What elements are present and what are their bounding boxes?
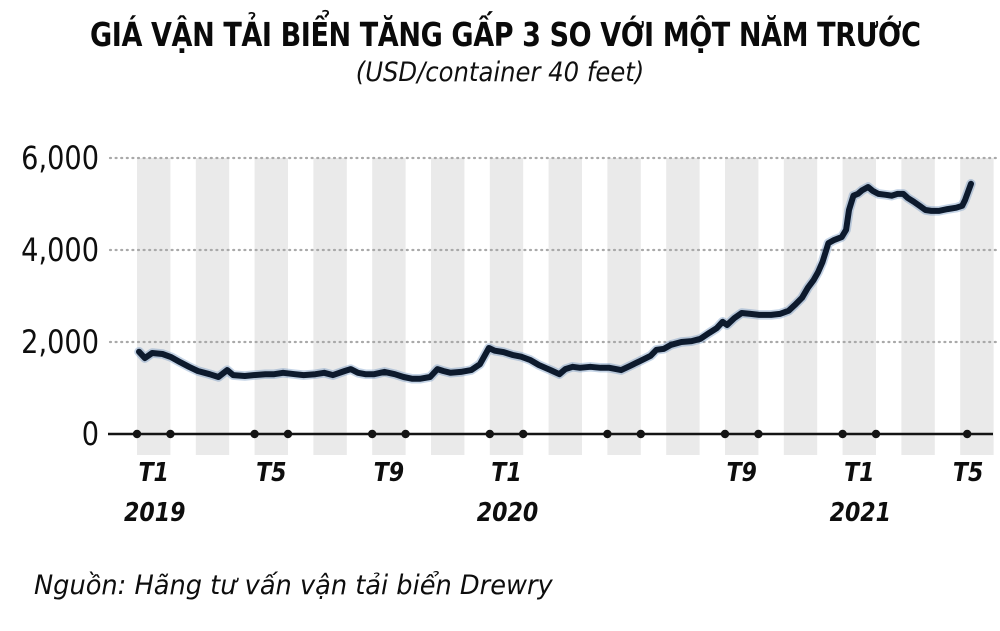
axis-tick-dot <box>283 429 293 439</box>
axis-tick-dot <box>636 429 645 439</box>
month-shading-band <box>607 158 641 455</box>
axis-tick-dot <box>519 429 528 439</box>
month-shading-band <box>372 158 406 455</box>
x-tick-label: T5 <box>256 457 286 487</box>
month-shading-band <box>254 158 288 455</box>
y-tick-label: 6,000 <box>21 140 99 178</box>
axis-tick-dot <box>368 429 377 439</box>
y-tick-label: 0 <box>82 416 99 454</box>
month-shading-band <box>960 158 994 455</box>
x-tick-label: T1 <box>138 457 168 487</box>
year-label: 2020 <box>477 497 538 527</box>
axis-tick-dot <box>754 429 763 439</box>
x-tick-label: T1 <box>491 457 521 487</box>
axis-tick-dot <box>132 429 142 439</box>
month-shading-band <box>431 158 465 455</box>
price-line <box>136 180 974 382</box>
x-tick-label: T5 <box>953 457 983 487</box>
month-shading-band <box>489 158 524 455</box>
y-tick-label: 2,000 <box>21 324 99 362</box>
axis-tick-dot <box>166 429 175 439</box>
axis-tick-dot <box>963 429 972 439</box>
x-tick-label: T9 <box>374 457 404 487</box>
axis-tick-dot <box>250 429 259 439</box>
year-label: 2019 <box>124 497 185 527</box>
month-shading-band <box>195 158 230 455</box>
axis-tick-dot <box>485 429 494 439</box>
x-tick-label: T9 <box>726 457 756 487</box>
axis-tick-dot <box>720 429 730 439</box>
axis-tick-dot <box>871 429 881 439</box>
source-note: Nguồn: Hãng tư vấn vận tải biển Drewry <box>34 570 553 601</box>
month-shading-band <box>548 158 582 455</box>
chart-subtitle: (USD/container 40 feet) <box>355 57 645 88</box>
axis-tick-dot <box>838 429 847 439</box>
chart-title: GIÁ VẬN TẢI BIỂN TĂNG GẤP 3 SO VỚI MỘT N… <box>90 15 921 54</box>
month-shading-band <box>666 158 700 455</box>
axis-tick-dot <box>603 429 612 439</box>
x-tick-label: T1 <box>844 457 874 487</box>
year-label: 2021 <box>830 497 891 527</box>
y-tick-label: 4,000 <box>21 232 99 270</box>
month-shading-band <box>313 158 347 455</box>
month-shading-band <box>725 158 759 455</box>
axis-tick-dot <box>401 429 410 439</box>
month-shading-band <box>137 158 171 455</box>
